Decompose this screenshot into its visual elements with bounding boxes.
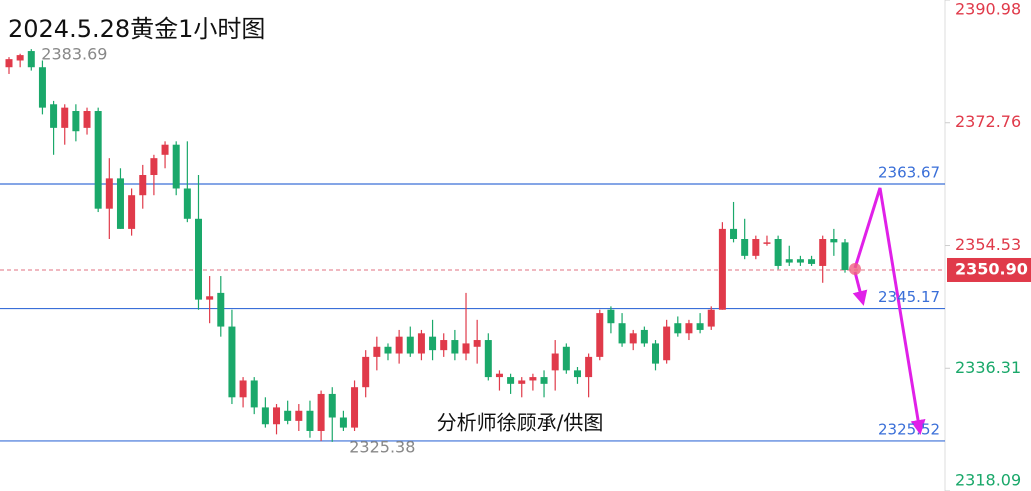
candle-body	[718, 228, 726, 310]
candle-body	[518, 380, 526, 384]
candle-body	[629, 333, 637, 344]
candle-body	[830, 238, 838, 243]
candle-body	[551, 353, 559, 371]
current-price-tag	[947, 257, 1031, 282]
candle-body	[484, 340, 492, 378]
watermark: 分析师徐顾承/供图	[437, 411, 604, 435]
candle-body	[261, 407, 269, 425]
candle-body	[194, 218, 202, 300]
candle-body	[841, 242, 849, 270]
candle-body	[306, 410, 314, 431]
candle-body	[183, 188, 191, 219]
candle-body	[417, 333, 425, 354]
candle-body	[774, 238, 782, 266]
candle-body	[685, 323, 693, 334]
candle-body	[663, 326, 671, 361]
candle-body	[507, 377, 515, 384]
candle-body	[562, 346, 570, 371]
candle-body	[796, 259, 804, 263]
candle-body	[61, 107, 69, 128]
candle-body	[317, 393, 325, 431]
candle-body	[585, 356, 593, 378]
candle-body	[72, 111, 80, 132]
candle-body	[161, 144, 169, 155]
candle-body	[473, 340, 481, 347]
candle-body	[250, 380, 258, 408]
candle-body	[640, 329, 648, 344]
candle-body	[607, 309, 615, 324]
candle-body	[819, 238, 827, 266]
candle-body	[105, 178, 113, 209]
candle-body	[529, 377, 537, 381]
candle-body	[139, 175, 147, 196]
candle-body	[596, 313, 604, 357]
candle-body	[730, 228, 738, 239]
forecast-arrow	[853, 187, 926, 435]
candle-body	[429, 336, 437, 351]
candle-body	[94, 111, 102, 209]
candle-body	[172, 144, 180, 189]
candle-body	[495, 373, 503, 378]
candle-body	[150, 158, 158, 176]
candle-body	[27, 51, 35, 68]
candle-body	[362, 356, 370, 388]
plot-area	[0, 49, 945, 442]
candle-body	[273, 407, 281, 425]
candle-body	[384, 346, 392, 354]
chart-title: 2024.5.28黄金1小时图	[8, 15, 265, 43]
candle-body	[674, 323, 682, 334]
y-tick-label: 2372.76	[955, 112, 1021, 131]
level-label: 2363.67	[878, 163, 940, 181]
candle-body	[451, 340, 459, 354]
candle-body	[38, 67, 46, 108]
candle-body	[785, 259, 793, 263]
candle-body	[395, 336, 403, 354]
candle-body	[440, 340, 448, 351]
candle-body	[696, 323, 704, 330]
current-price-label: 2350.90	[955, 259, 1028, 278]
candle-body	[462, 343, 470, 354]
candle-body	[5, 59, 13, 68]
candle-body	[373, 346, 381, 357]
y-tick-label: 2354.53	[955, 235, 1021, 254]
y-tick-label: 2390.98	[955, 0, 1021, 19]
candle-body	[328, 393, 336, 418]
level-label: 2345.17	[878, 288, 940, 306]
low-marker: 2325.38	[349, 437, 415, 456]
forecast-arrow	[852, 271, 868, 306]
candle-body	[50, 104, 58, 128]
candle-body	[406, 336, 414, 354]
candle-body	[116, 178, 124, 229]
candle-body	[228, 326, 236, 398]
candle-body	[752, 238, 760, 256]
candle-body	[618, 323, 626, 344]
candle-body	[295, 410, 303, 421]
high-marker: 2383.69	[41, 45, 107, 64]
candle-body	[339, 417, 347, 428]
candle-body	[573, 370, 581, 378]
candle-body	[16, 55, 24, 61]
candle-body	[239, 380, 247, 398]
candle-body	[808, 259, 816, 264]
candle-body	[741, 238, 749, 256]
candle-body	[652, 343, 660, 364]
level-label: 2325.52	[878, 420, 940, 438]
candle-body	[284, 410, 292, 421]
candle-body	[206, 296, 214, 300]
candle-body	[763, 242, 771, 244]
candle-body	[707, 309, 715, 327]
candle-body	[217, 292, 225, 327]
candle-body	[83, 111, 91, 128]
current-dot	[849, 263, 861, 275]
y-tick-label: 2336.31	[955, 358, 1021, 377]
candle-body	[128, 195, 136, 229]
candle-body	[351, 387, 359, 428]
y-tick-label: 2318.09	[955, 471, 1021, 490]
candle-body	[540, 377, 548, 384]
